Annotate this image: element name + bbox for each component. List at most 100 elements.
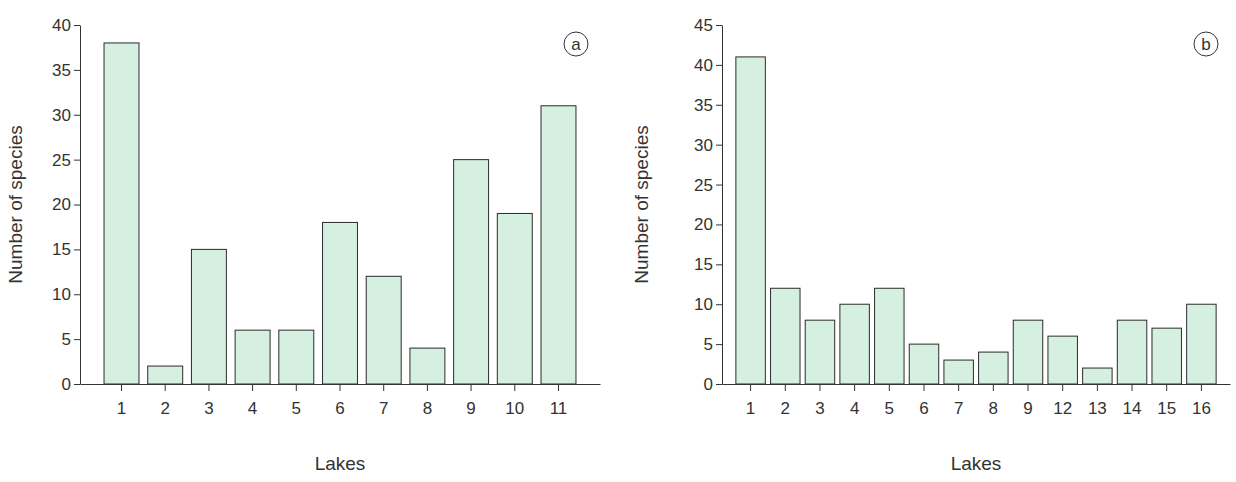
tick-mark [1028,384,1029,391]
tick-mark [716,224,722,225]
tick-mark [889,384,890,391]
tick: 11 [550,384,568,418]
tick: 2 [160,384,169,418]
tick: 16 [1192,384,1211,418]
tick-mark [340,384,341,391]
bar [944,360,973,384]
tick-label: 2 [781,399,790,418]
annotation: b [1201,35,1210,54]
tick: 30 [694,136,722,155]
tick-mark [208,384,209,391]
tick-label: 12 [1053,399,1072,418]
tick-label: 15 [694,255,713,274]
tick-mark [716,185,722,186]
tick-mark [854,384,855,391]
tick: 3 [815,384,824,418]
tick: 15 [52,240,80,259]
tick-label: 35 [694,96,713,115]
bar [979,352,1008,384]
tick: 45 [694,16,722,35]
tick: 0 [704,375,722,394]
tick-label: 16 [1192,399,1211,418]
tick-label: 7 [954,399,963,418]
tick-label: 0 [62,375,71,394]
bar [104,43,139,384]
bar [454,160,489,384]
bar [1013,320,1042,384]
tick: 25 [52,151,80,170]
tick-mark [716,344,722,345]
tick-mark [819,384,820,391]
tick: 5 [704,335,722,354]
tick-mark [74,294,80,295]
tick: 8 [989,384,998,418]
bar [909,344,938,384]
tick-mark [716,65,722,66]
tick-label: 3 [815,399,824,418]
bar [840,304,869,384]
tick-mark [1097,384,1098,391]
tick: 3 [204,384,213,418]
tick-mark [716,145,722,146]
tick: 5 [62,330,80,349]
tick: 35 [694,96,722,115]
tick-label: 8 [989,399,998,418]
tick-label: 5 [292,399,301,418]
tick: 2 [781,384,790,418]
tick-label: 10 [694,295,713,314]
bar [148,366,183,384]
y-axis-title: Number of species [5,125,26,283]
tick-label: 35 [52,61,71,80]
tick-mark [750,384,751,391]
tick-mark [1062,384,1063,391]
tick-mark [1132,384,1133,391]
axis-line [722,26,723,385]
tick-mark [252,384,253,391]
tick-label: 9 [1023,399,1032,418]
tick: 0 [62,375,80,394]
tick-mark [74,70,80,71]
tick-mark [121,384,122,391]
tick-mark [74,205,80,206]
tick-label: 8 [423,399,432,418]
tick-label: 6 [335,399,344,418]
tick: 10 [505,384,524,418]
x-axis: 1234567891011 [81,384,601,418]
tick-label: 11 [550,399,568,418]
tick-label: 10 [52,285,71,304]
tick-label: 6 [919,399,928,418]
tick: 10 [694,295,722,314]
tick-label: 15 [1157,399,1176,418]
tick: 12 [1053,384,1072,418]
x-axis-title: Lakes [315,453,366,474]
y-axis: 051015202530354045 [694,16,722,394]
tick: 20 [694,215,722,234]
tick: 15 [1157,384,1176,418]
bar [366,276,401,384]
tick-mark [993,384,994,391]
tick-mark [558,384,559,391]
tick: 1 [117,384,126,418]
tick-mark [923,384,924,391]
tick: 14 [1123,384,1142,418]
tick-label: 20 [694,215,713,234]
figure: 05101520253035401234567891011LakesNumber… [0,0,1236,482]
tick: 30 [52,106,80,125]
tick-label: 5 [885,399,894,418]
tick-mark [74,25,80,26]
tick-label: 40 [52,16,71,35]
tick-mark [165,384,166,391]
tick-mark [716,304,722,305]
y-axis-title: Number of species [631,125,652,283]
tick-mark [427,384,428,391]
tick-mark [514,384,515,391]
tick: 40 [694,56,722,75]
y-axis: 0510152025303540 [52,16,80,394]
annotation: a [571,35,581,54]
tick-mark [716,25,722,26]
tick-label: 1 [117,399,126,418]
bars [736,57,1216,384]
tick: 5 [292,384,301,418]
tick-mark [1201,384,1202,391]
tick-mark [716,384,722,385]
